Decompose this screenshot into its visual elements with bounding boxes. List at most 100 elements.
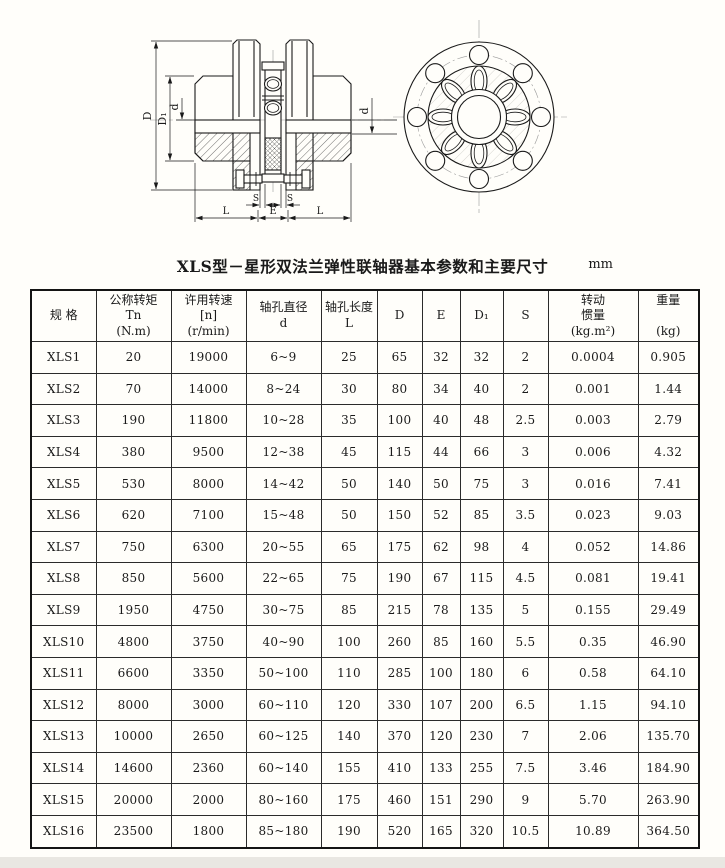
spec-cell: XLS15	[30, 783, 97, 816]
table-row: XLS14 14600 2360 60~140 155 410 133 255 7.5 3.46 1…	[30, 751, 700, 785]
value-cell: 35	[320, 404, 378, 437]
value-cell: 7100	[170, 498, 247, 532]
title-row: XLS型－星形双法兰弹性联轴器基本参数和主要尺寸 mm	[0, 247, 725, 283]
value-cell: 110	[320, 656, 378, 690]
value-cell: 60~140	[245, 751, 322, 785]
value-cell: 12~38	[245, 435, 322, 469]
value-cell: 23500	[95, 814, 172, 849]
value-cell: 175	[320, 783, 378, 816]
column-header-8: S	[502, 289, 549, 342]
star-petal-section	[263, 76, 283, 92]
value-cell: 3	[502, 435, 549, 469]
value-cell: 150	[376, 498, 423, 532]
value-cell: 3	[502, 467, 549, 500]
value-cell: 200	[459, 688, 504, 722]
table-row: XLS7 750 6300 20~55 65 175 62 98 4 0.052 14.86	[30, 530, 700, 564]
value-cell: 230	[459, 720, 504, 753]
value-cell: 32	[421, 341, 461, 374]
value-cell: 750	[95, 530, 172, 564]
value-cell: 80	[376, 372, 423, 406]
spec-cell: XLS2	[30, 372, 97, 406]
value-cell: 190	[95, 404, 172, 437]
value-cell: 32	[459, 341, 504, 374]
value-cell: 7.5	[502, 751, 549, 785]
value-cell: 370	[376, 720, 423, 753]
section-view: D D₁ d d S S L E L	[141, 39, 397, 222]
value-cell: 155	[320, 751, 378, 785]
value-cell: 6600	[95, 656, 172, 690]
table-row: XLS10 4800 3750 40~90 100 260 85 160 5.5 0.35 46.9…	[30, 625, 700, 658]
value-cell: 9500	[170, 435, 247, 469]
value-cell: 850	[95, 562, 172, 595]
value-cell: 3.5	[502, 498, 549, 532]
value-cell: 0.155	[547, 593, 639, 627]
value-cell: 165	[421, 814, 461, 849]
spec-cell: XLS8	[30, 562, 97, 595]
value-cell: 160	[459, 625, 504, 658]
star-petal-section-inner	[266, 103, 280, 113]
coupling-drawing: D D₁ d d S S L E L	[141, 20, 567, 222]
value-cell: 100	[320, 625, 378, 658]
value-cell: 1.15	[547, 688, 639, 722]
column-header-9: 转动 惯量 (kg.m²)	[547, 289, 639, 342]
value-cell: 135.70	[637, 720, 700, 753]
dim-label-d-right: d	[358, 107, 371, 114]
value-cell: 115	[376, 435, 423, 469]
value-cell: 9	[502, 783, 549, 816]
value-cell: 78	[421, 593, 461, 627]
value-cell: 14000	[170, 372, 247, 406]
value-cell: 2	[502, 341, 549, 374]
left-bore-band	[194, 119, 261, 134]
value-cell: 7	[502, 720, 549, 753]
spec-cell: XLS14	[30, 751, 97, 785]
value-cell: 80~160	[245, 783, 322, 816]
spec-cell: XLS11	[30, 656, 97, 690]
dim-label-E: E	[269, 206, 276, 217]
value-cell: 14.86	[637, 530, 700, 564]
value-cell: 85	[459, 498, 504, 532]
value-cell: 100	[376, 404, 423, 437]
star-element-cap-top	[261, 61, 285, 71]
value-cell: 151	[421, 783, 461, 816]
right-bore-band	[285, 119, 352, 134]
value-cell: 175	[376, 530, 423, 564]
value-cell: 190	[320, 814, 378, 849]
table-row: XLS6 620 7100 15~48 50 150 52 85 3.5 0.023 9.03	[30, 498, 700, 532]
value-cell: 4750	[170, 593, 247, 627]
value-cell: 65	[320, 530, 378, 564]
table-row: XLS15 20000 2000 80~160 175 460 151 290 9 5.70 263…	[30, 783, 700, 816]
value-cell: 330	[376, 688, 423, 722]
value-cell: 8~24	[245, 372, 322, 406]
value-cell: 20~55	[245, 530, 322, 564]
value-cell: 2	[502, 372, 549, 406]
spec-table-body: XLS1 20 19000 6~9 25 65 32 32 2 0.0004 0.905 XLS2 70…	[30, 341, 700, 849]
value-cell: 135	[459, 593, 504, 627]
value-cell: 5600	[170, 562, 247, 595]
value-cell: 380	[95, 435, 172, 469]
value-cell: 3750	[170, 625, 247, 658]
value-cell: 0.052	[547, 530, 639, 564]
value-cell: 285	[376, 656, 423, 690]
dim-label-D: D	[141, 111, 154, 120]
value-cell: 50	[320, 498, 378, 532]
value-cell: 52	[421, 498, 461, 532]
spec-cell: XLS10	[30, 625, 97, 658]
value-cell: 3.46	[547, 751, 639, 785]
value-cell: 2650	[170, 720, 247, 753]
spec-cell: XLS5	[30, 467, 97, 500]
value-cell: 10~28	[245, 404, 322, 437]
value-cell: 20000	[95, 783, 172, 816]
value-cell: 0.0004	[547, 341, 639, 374]
value-cell: 115	[459, 562, 504, 595]
value-cell: 120	[421, 720, 461, 753]
column-header-0: 规 格	[30, 289, 97, 342]
value-cell: 14600	[95, 751, 172, 785]
value-cell: 30~75	[245, 593, 322, 627]
value-cell: 34	[421, 372, 461, 406]
front-view	[393, 20, 567, 215]
value-cell: 70	[95, 372, 172, 406]
value-cell: 320	[459, 814, 504, 849]
value-cell: 40	[421, 404, 461, 437]
star-petal-section-inner	[266, 79, 280, 89]
